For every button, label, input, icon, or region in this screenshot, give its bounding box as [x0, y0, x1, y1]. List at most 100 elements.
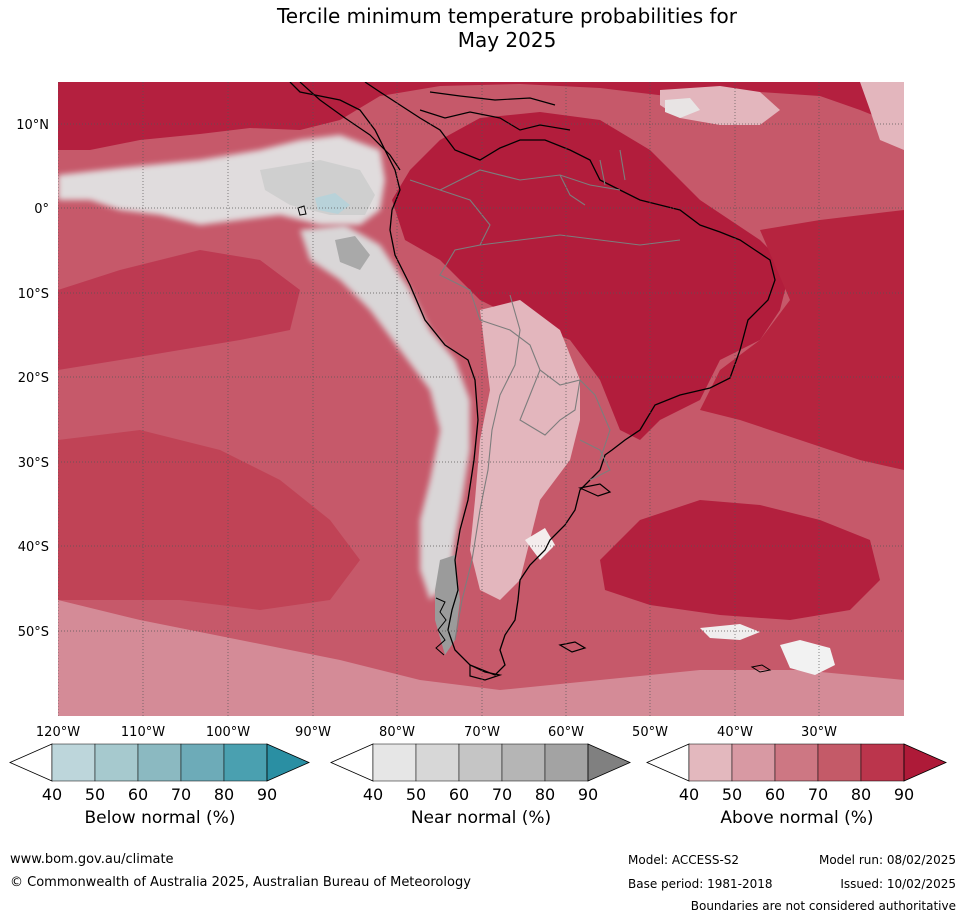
field-caribbean-light	[660, 86, 780, 125]
lon-label: 100°W	[206, 725, 250, 740]
colorbar-tick-label: 60	[128, 785, 148, 804]
field-pacific-light	[58, 600, 904, 716]
colorbar-segment	[94, 743, 139, 782]
field-interior-white	[525, 528, 555, 560]
colorbar-tick-label: 60	[449, 785, 469, 804]
lon-label: 40°W	[717, 725, 753, 740]
colorbar-segment	[731, 743, 776, 782]
colorbar-segment	[501, 743, 546, 782]
south-georgia	[750, 664, 772, 673]
colorbar-segment	[180, 743, 225, 782]
colorbar-tick-label: 50	[406, 785, 426, 804]
colorbar-tick-label: 40	[679, 785, 699, 804]
footer-disclaimer: Boundaries are not considered authoritat…	[690, 899, 956, 913]
field-equatorial-near-2	[260, 160, 375, 215]
field-ne-light	[860, 82, 904, 150]
field-pacific-dark	[58, 250, 300, 370]
central-america-coast	[299, 82, 571, 171]
colorbar-tick-label: 90	[257, 785, 277, 804]
colorbar-tick-label: 50	[85, 785, 105, 804]
colorbar-above: 40 50 60 70 80 90	[646, 743, 947, 804]
colorbar-tick-label: 40	[363, 785, 383, 804]
field-south-white	[780, 640, 835, 675]
field-atlantic-dark	[700, 210, 904, 470]
footer-base-period: Base period: 1981-2018	[628, 877, 773, 891]
colorbar-segment	[266, 743, 310, 782]
lat-label: 50°S	[18, 625, 49, 640]
field-patagonia-near	[435, 555, 460, 655]
field-south-atlantic-dark	[600, 500, 880, 620]
colorbar-tick-label: 90	[894, 785, 914, 804]
colorbar-segment	[137, 743, 182, 782]
lat-label: 10°S	[18, 287, 49, 302]
field-caribbean-white	[665, 98, 700, 118]
colorbar-tick-label: 40	[42, 785, 62, 804]
colorbar-tick-label: 80	[851, 785, 871, 804]
lon-label: 90°W	[295, 725, 331, 740]
colorbar-tick-label: 70	[492, 785, 512, 804]
colorbar-below-label: Below normal (%)	[84, 808, 236, 828]
lat-labels: 10°N 0° 10°S 20°S 30°S 40°S 50°S	[16, 118, 49, 640]
lon-label: 80°W	[379, 725, 415, 740]
colorbar-tick-label: 60	[765, 785, 785, 804]
lon-labels: 120°W 110°W 100°W 90°W 80°W 70°W 60°W 50…	[36, 725, 837, 740]
field-pacific-dark-2	[58, 430, 360, 610]
lat-label: 30°S	[18, 456, 49, 471]
colorbar-tick-label: 90	[578, 785, 598, 804]
colorbar-segment	[544, 743, 589, 782]
colorbar-tick-label: 80	[214, 785, 234, 804]
map-area	[58, 82, 904, 716]
lat-label: 0°	[34, 202, 49, 217]
grid-lines	[58, 82, 904, 716]
colorbar-near: 40 50 60 70 80 90	[330, 743, 631, 804]
colorbar-above-label: Above normal (%)	[720, 808, 874, 828]
title-line-2: May 2025	[457, 28, 557, 52]
lon-label: 30°W	[801, 725, 837, 740]
lon-label: 70°W	[464, 725, 500, 740]
field-interior-light	[470, 300, 580, 600]
colorbar-segment	[223, 743, 268, 782]
colorbar-segment	[817, 743, 862, 782]
map-title: Tercile minimum temperature probabilitie…	[0, 4, 965, 52]
colorbar-segment	[330, 743, 374, 782]
colorbar-tick-label: 50	[722, 785, 742, 804]
colorbar-tick-label: 70	[171, 785, 191, 804]
rio-de-la-plata	[578, 483, 612, 497]
colorbar-segment	[688, 743, 733, 782]
colorbar-segment	[903, 743, 947, 782]
field-coastal-near	[300, 225, 470, 600]
colorbar-tick-label: 70	[808, 785, 828, 804]
field-equatorial-below	[315, 193, 350, 214]
lon-label: 60°W	[548, 725, 584, 740]
footer-model-run: Model run: 08/02/2025	[818, 853, 956, 867]
footer-issued: Issued: 10/02/2025	[840, 877, 956, 891]
colorbar-near-label: Near normal (%)	[410, 808, 552, 828]
colorbar-below: 40 50 60 70 80 90	[9, 743, 310, 804]
field-land-dark	[392, 112, 790, 440]
chile-archipelago	[435, 597, 447, 656]
colorbar-segment	[774, 743, 819, 782]
country-borders	[409, 149, 681, 641]
footer-model: Model: ACCESS-S2	[628, 853, 740, 867]
colorbar-segment	[458, 743, 503, 782]
footer-website: www.bom.gov.au/climate	[10, 852, 174, 867]
colorbar-segment	[372, 743, 417, 782]
colorbar-segment	[646, 743, 690, 782]
lat-label: 10°N	[16, 118, 49, 133]
colorbar-segment	[9, 743, 53, 782]
field-coastal-near-dark	[335, 236, 370, 270]
colorbar-segment	[51, 743, 96, 782]
lat-label: 40°S	[18, 540, 49, 555]
lon-label: 50°W	[632, 725, 668, 740]
colorbar-segment	[587, 743, 631, 782]
continent-coastline	[289, 82, 776, 676]
footer-copyright: © Commonwealth of Australia 2025, Austra…	[10, 875, 471, 890]
galapagos	[297, 205, 307, 216]
falklands	[558, 641, 587, 653]
colorbar-segment	[415, 743, 460, 782]
lon-label: 120°W	[36, 725, 80, 740]
tierra-del-fuego	[469, 664, 503, 681]
lon-label: 110°W	[121, 725, 165, 740]
lat-label: 20°S	[18, 371, 49, 386]
